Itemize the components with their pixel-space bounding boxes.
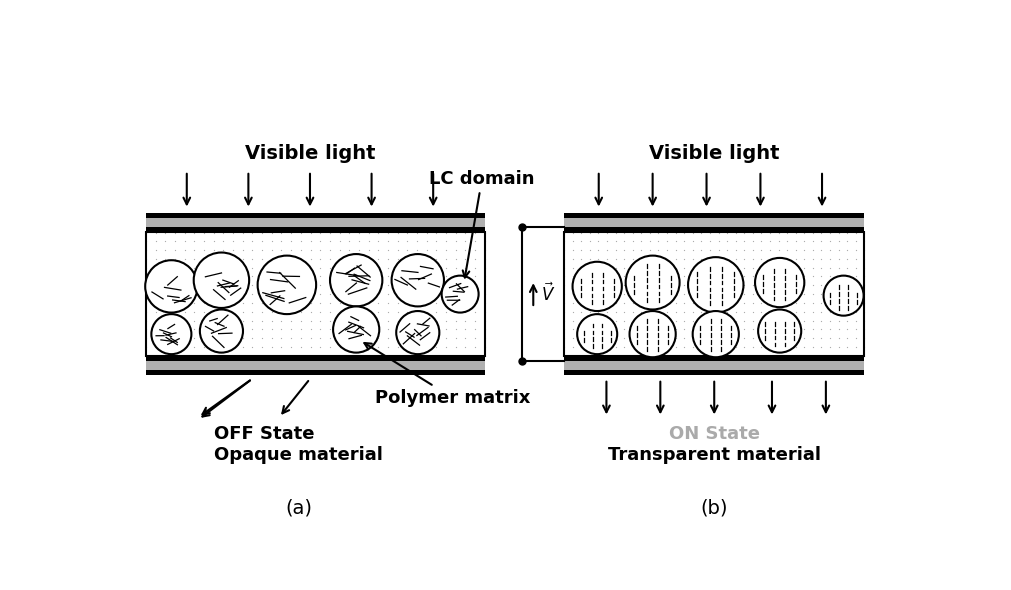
Circle shape <box>396 311 439 354</box>
Bar <box>563 213 863 218</box>
Text: OFF State: OFF State <box>213 425 313 443</box>
Bar <box>563 361 863 371</box>
Bar <box>563 218 863 227</box>
Circle shape <box>330 254 382 306</box>
Bar <box>563 227 863 232</box>
Bar <box>563 232 863 356</box>
Circle shape <box>687 257 743 313</box>
Circle shape <box>441 276 478 313</box>
Text: $\vec{V}$: $\vec{V}$ <box>541 283 555 306</box>
Bar <box>146 213 484 218</box>
Bar <box>563 371 863 375</box>
Circle shape <box>572 262 621 311</box>
Text: LC domain: LC domain <box>429 169 534 277</box>
Circle shape <box>576 314 617 354</box>
Bar <box>146 356 484 361</box>
Text: Polymer matrix: Polymer matrix <box>364 343 531 407</box>
Bar <box>146 227 484 232</box>
Bar <box>146 218 484 227</box>
Circle shape <box>333 306 379 353</box>
Bar <box>146 232 484 356</box>
Circle shape <box>193 253 249 308</box>
Circle shape <box>754 258 804 307</box>
Text: Visible light: Visible light <box>245 144 375 163</box>
Bar <box>146 371 484 375</box>
Circle shape <box>625 255 679 310</box>
Bar <box>146 232 484 356</box>
Bar <box>146 361 484 371</box>
Circle shape <box>823 276 862 316</box>
Text: ON State: ON State <box>668 425 759 443</box>
Text: Visible light: Visible light <box>648 144 778 163</box>
Circle shape <box>145 260 197 313</box>
Bar <box>563 356 863 361</box>
Circle shape <box>152 314 191 354</box>
Text: (a): (a) <box>285 499 311 517</box>
Text: Opaque material: Opaque material <box>213 446 382 464</box>
Circle shape <box>391 254 444 306</box>
Text: Transparent material: Transparent material <box>608 446 820 464</box>
Text: (b): (b) <box>700 499 727 517</box>
Circle shape <box>258 255 315 314</box>
Circle shape <box>692 311 738 357</box>
Circle shape <box>629 311 675 357</box>
Circle shape <box>757 310 801 353</box>
Bar <box>563 232 863 356</box>
Circle shape <box>199 310 243 353</box>
